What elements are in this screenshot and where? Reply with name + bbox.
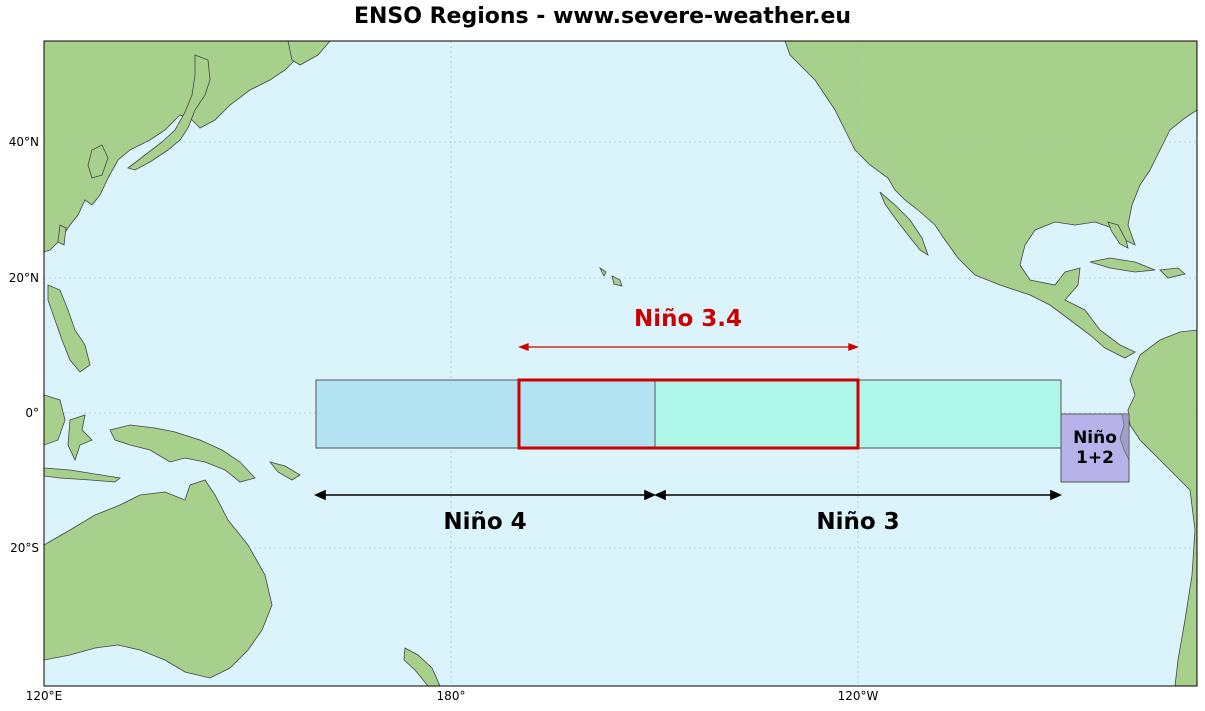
sulawesi [67,414,93,462]
nino12-coast [1119,413,1130,461]
hispaniola [1159,267,1186,279]
new-guinea [109,424,256,483]
baja-california [879,191,929,256]
nino3-arrowhead-right [1050,489,1062,501]
cuba [1089,257,1156,273]
japan [127,54,211,171]
lat-tick-20s: 20°S [10,541,39,555]
florida [1107,221,1129,249]
borneo [44,394,66,446]
south-america [1127,329,1197,686]
kamchatka [287,41,331,66]
korea [87,144,109,179]
lesser-sunda [44,467,121,483]
nino12-label-line1: Niño [1073,428,1117,448]
hawaii [598,266,623,287]
lat-tick-20n: 20°N [9,271,39,285]
lon-tick-180: 180° [437,689,466,703]
solomon-islands [268,461,301,481]
map-title: ENSO Regions - www.severe-weather.eu [353,4,852,29]
lat-tick-0: 0° [25,406,39,420]
nino12-label-line2: 1+2 [1076,448,1114,468]
nino4-region [315,379,656,449]
nino34-arrowhead-left [518,343,529,351]
nino4-arrowhead-right [644,489,656,501]
north-america [784,41,1197,359]
australia [44,479,273,679]
map-frame [43,40,1198,687]
lon-tick-120w: 120°W [838,689,879,703]
taiwan [57,224,67,246]
nino34-region [517,378,860,450]
nino34-label: Niño 3.4 [634,306,742,332]
new-zealand [403,647,441,686]
nino34-arrowhead-right [848,343,859,351]
nino4-arrowhead-left [314,489,326,501]
lat-tick-40n: 40°N [9,135,39,149]
philippines [47,284,91,373]
nino3-label: Niño 3 [816,509,899,535]
lon-tick-120e: 120°E [26,689,63,703]
nino12-region [1060,413,1130,483]
asia-mainland [44,41,321,253]
nino3-arrowhead-left [654,489,666,501]
nino4-label: Niño 4 [443,509,526,535]
